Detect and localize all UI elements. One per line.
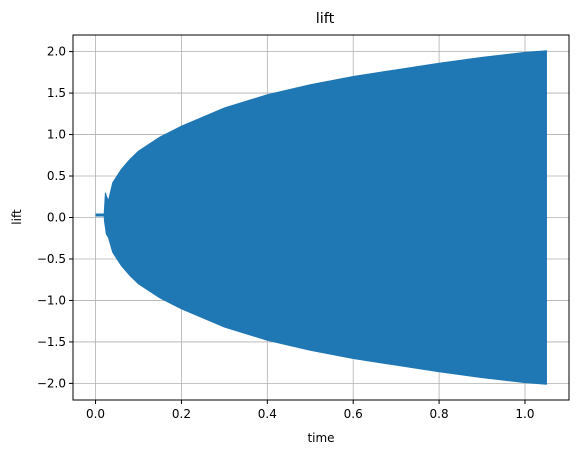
x-tick-label-5: 1.0 — [515, 407, 534, 421]
chart-title: lift — [316, 11, 335, 27]
y-tick-label-4: 0.0 — [47, 211, 66, 225]
plot-data — [95, 50, 547, 385]
y-tick-label-0: −2.0 — [37, 376, 66, 390]
series-envelope-0 — [95, 50, 547, 385]
y-tick-label-1: −1.5 — [37, 335, 66, 349]
y-tick-label-3: −0.5 — [37, 252, 66, 266]
x-tick-label-3: 0.6 — [344, 407, 363, 421]
x-axis-label: time — [307, 431, 334, 445]
y-tick-label-5: 0.5 — [47, 169, 66, 183]
x-tick-label-1: 0.2 — [172, 407, 191, 421]
x-tick-label-4: 0.8 — [430, 407, 449, 421]
y-tick-label-6: 1.0 — [47, 128, 66, 142]
x-tick-label-0: 0.0 — [86, 407, 105, 421]
y-tick-label-2: −1.0 — [37, 293, 66, 307]
y-tick-label-7: 1.5 — [47, 86, 66, 100]
y-tick-label-8: 2.0 — [47, 45, 66, 59]
y-axis-label: lift — [10, 209, 24, 225]
x-tick-label-2: 0.4 — [258, 407, 277, 421]
ticks: 0.0 0.2 0.4 0.6 0.8 1.0 −2.0 −1.5 −1.0 −0.5 0.0 0.5… — [37, 45, 535, 421]
